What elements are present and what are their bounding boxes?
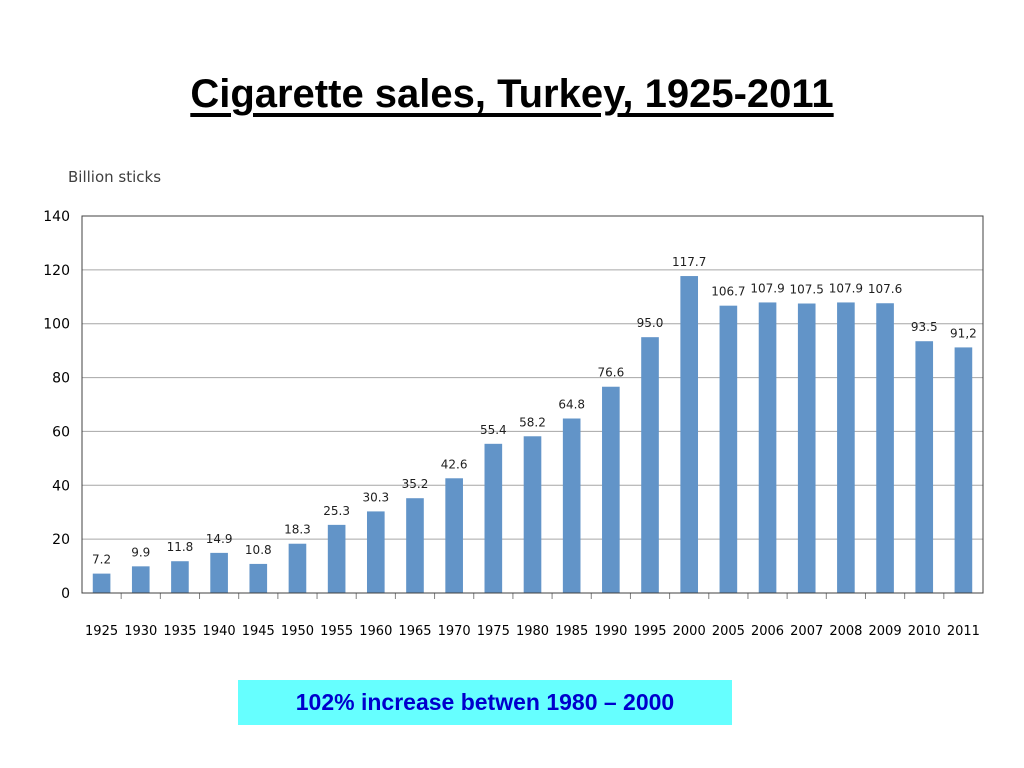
bar — [445, 478, 463, 593]
bar — [915, 341, 934, 593]
y-tick-label: 40 — [52, 478, 70, 494]
x-category-label: 1970 — [438, 624, 471, 639]
axes — [81, 215, 984, 599]
bar — [719, 305, 738, 593]
plot-border — [81, 215, 984, 594]
data-label: 107.9 — [829, 281, 863, 295]
x-category-label: 1990 — [594, 624, 627, 639]
bar — [602, 386, 620, 593]
y-tick-label: 0 — [61, 586, 70, 602]
bar — [92, 573, 111, 593]
x-category-label: 2000 — [673, 624, 706, 639]
data-label: 95.0 — [637, 316, 664, 330]
x-category-label: 1925 — [85, 624, 118, 639]
x-category-label: 2008 — [829, 624, 862, 639]
x-category-label: 2010 — [908, 624, 941, 639]
bar — [366, 511, 385, 593]
x-category-label: 1980 — [516, 624, 549, 639]
bar — [797, 303, 816, 593]
data-label: 9.9 — [131, 545, 150, 559]
x-category-label: 1955 — [320, 624, 353, 639]
bar — [288, 543, 307, 593]
data-label: 11.8 — [167, 540, 194, 554]
x-category-label: 2011 — [947, 624, 980, 639]
x-category-label: 2007 — [790, 624, 823, 639]
slide-title: Cigarette sales, Turkey, 1925-2011 — [190, 72, 834, 116]
data-label: 55.4 — [480, 423, 507, 437]
bar — [131, 566, 150, 593]
x-category-label: 2009 — [869, 624, 902, 639]
data-label: 76.6 — [597, 366, 624, 380]
bar — [327, 524, 346, 593]
data-label: 107.9 — [750, 281, 784, 295]
x-axis-categories: 1925 1930 1935 1940 1945 1950 1955 1960 1965 1970… — [85, 624, 980, 639]
bar — [523, 436, 542, 593]
data-label: 64.8 — [558, 398, 585, 412]
x-category-label: 1985 — [555, 624, 588, 639]
bar — [876, 303, 894, 593]
bar — [680, 276, 699, 593]
y-tick-label: 80 — [52, 371, 70, 387]
x-category-label: 1975 — [477, 624, 510, 639]
bar — [758, 302, 777, 593]
unit-label: Billion sticks — [68, 168, 161, 186]
y-axis-ticks: 0 20 40 60 80 100 120 140 — [43, 209, 70, 602]
data-label: 25.3 — [323, 504, 350, 518]
bar — [406, 498, 424, 593]
x-category-label: 1945 — [242, 624, 275, 639]
data-label: 106.7 — [711, 285, 745, 299]
x-category-label: 1960 — [359, 624, 392, 639]
data-label: 7.2 — [92, 553, 111, 567]
bar — [171, 561, 189, 593]
x-category-label: 1940 — [203, 624, 236, 639]
data-label: 117.7 — [672, 255, 706, 269]
data-label: 35.2 — [402, 477, 429, 491]
x-category-label: 1995 — [633, 624, 666, 639]
bar — [641, 337, 659, 593]
data-label: 58.2 — [519, 415, 546, 429]
increase-note-text: 102% increase betwen 1980 – 2000 — [295, 689, 675, 715]
x-category-label: 2005 — [712, 624, 745, 639]
bar — [249, 563, 268, 593]
data-label: 30.3 — [362, 490, 389, 504]
bar-chart: Billion sticks 0 20 40 60 80 100 120 140 7.2 9.9… — [43, 168, 984, 639]
x-category-label: 1930 — [124, 624, 157, 639]
increase-note: 102% increase betwen 1980 – 2000 — [238, 680, 732, 725]
bar — [484, 443, 503, 593]
x-category-label: 1950 — [281, 624, 314, 639]
bar — [210, 552, 228, 593]
data-label: 42.6 — [441, 457, 468, 471]
data-label: 91,2 — [950, 326, 977, 340]
y-tick-label: 140 — [43, 209, 70, 225]
y-tick-label: 20 — [52, 532, 70, 548]
data-label: 14.9 — [206, 532, 233, 546]
x-category-label: 1965 — [398, 624, 431, 639]
bar — [562, 418, 581, 593]
y-tick-label: 60 — [52, 424, 70, 440]
data-label: 18.3 — [284, 523, 311, 537]
data-label: 10.8 — [245, 543, 272, 557]
bar — [837, 302, 855, 593]
bar — [954, 347, 973, 593]
data-labels: 7.2 9.9 11.8 14.9 10.8 18.3 25.3 30.3 35.2 42.6 55… — [92, 255, 977, 567]
data-label: 107.6 — [868, 282, 902, 296]
y-tick-label: 100 — [43, 317, 70, 333]
data-label: 93.5 — [911, 320, 938, 334]
x-category-label: 1935 — [163, 624, 196, 639]
data-label: 107.5 — [790, 283, 824, 297]
bars — [92, 276, 973, 593]
x-category-label: 2006 — [751, 624, 784, 639]
y-tick-label: 120 — [43, 263, 70, 279]
